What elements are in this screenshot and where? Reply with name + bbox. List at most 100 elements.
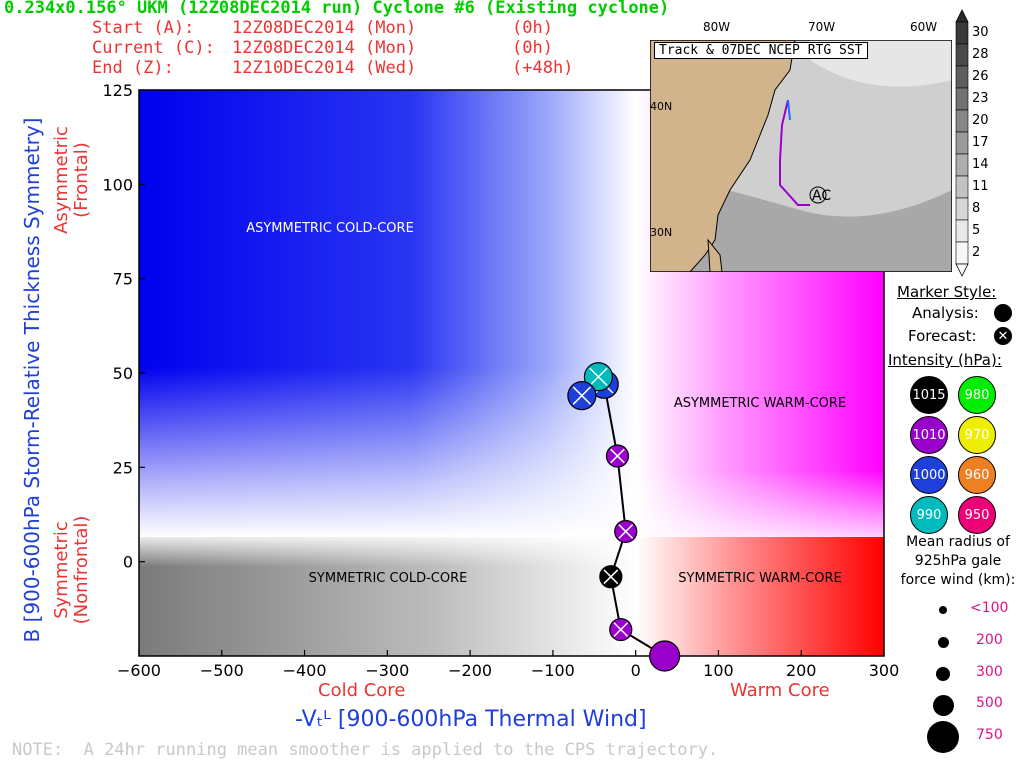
intensity-swatch-980: 980 — [958, 376, 996, 414]
track-current-label: AC — [812, 188, 831, 204]
x-tick-label: −600 — [117, 661, 161, 680]
y-tick-label: 0 — [123, 553, 133, 572]
inset-map: AC 40N 30N — [650, 40, 952, 272]
region-asymmetric-cold-fade — [139, 90, 636, 537]
y-tick-label: 25 — [113, 458, 133, 477]
forecast-point — [605, 444, 630, 468]
sst-bar-segment — [955, 65, 969, 89]
track-line-early — [787, 99, 791, 121]
sst-bar-segment — [955, 43, 969, 67]
sst-bar-segment — [955, 153, 969, 177]
intensity-swatch-970: 970 — [958, 416, 996, 454]
forecast-point — [599, 565, 623, 589]
region-symmetric-cold-fade — [139, 537, 636, 656]
sst-bar-segment — [955, 109, 969, 133]
radius-label: 300 — [976, 664, 1003, 680]
sst-bar-label: 23 — [972, 91, 989, 106]
intensity-swatch-1000: 1000 — [910, 456, 948, 494]
intensity-swatch-1015: 1015 — [910, 376, 948, 414]
intensity-swatch-1010: 1010 — [910, 416, 948, 454]
intensity-swatch-990: 990 — [910, 496, 948, 534]
land-north-america — [650, 40, 796, 272]
end-time: 12Z10DEC2014 (Wed) — [232, 58, 417, 78]
sst-bar-segment — [955, 131, 969, 155]
forecast-point — [609, 617, 633, 642]
x-tick-label: −100 — [531, 661, 575, 680]
radius-label: 500 — [976, 695, 1003, 711]
legend-marker-title: Marker Style: — [897, 283, 997, 301]
radius-marker — [939, 606, 947, 614]
radius-label: 200 — [976, 632, 1003, 648]
forecast-point — [614, 519, 638, 544]
x-tick-label: −500 — [200, 661, 244, 680]
end-label: End (Z): — [92, 58, 174, 78]
x-tick-label: 200 — [786, 661, 817, 680]
radius-label: <100 — [970, 600, 1009, 616]
sst-bar-segment — [955, 21, 969, 45]
analysis-marker-icon — [994, 304, 1012, 322]
x-tick-label: −200 — [448, 661, 492, 680]
y-tick-label: 100 — [102, 175, 133, 194]
intensity-swatch-950: 950 — [958, 496, 996, 534]
quadrant-label-asymmetric-cold: ASYMMETRIC COLD-CORE — [246, 221, 414, 236]
x-tick-label: −300 — [365, 661, 409, 680]
quadrant-label-symmetric-cold: SYMMETRIC COLD-CORE — [309, 571, 468, 586]
sst-bar-label: 8 — [972, 201, 980, 216]
legend-intensity-title: Intensity (hPa): — [888, 351, 1002, 369]
sst-bar-label: 30 — [972, 25, 989, 40]
sst-colorbar: 30 28 26 23 20 17 14 11 8 5 2 — [955, 9, 989, 277]
start-time: 12Z08DEC2014 (Mon) — [232, 18, 417, 38]
radius-label: 750 — [976, 727, 1003, 743]
florida-coast — [707, 238, 723, 272]
x-axis-warm-core-label: Warm Core — [730, 680, 830, 701]
sst-bar-bottom-cap — [955, 263, 969, 277]
y-tick-label: 75 — [113, 270, 133, 289]
current-hours: (0h) — [512, 38, 553, 58]
legend-panel: Marker Style: Analysis: Forecast: ✕ Inte… — [884, 283, 1024, 768]
sst-bar-label: 11 — [972, 179, 989, 194]
inset-lat-30n: 30N — [650, 226, 672, 239]
x-tick-label: 100 — [703, 661, 734, 680]
axis-ticks: −600 −500 −400 −300 −200 −100 0 100 200 300 0 25 50 7… — [102, 81, 899, 680]
radius-marker — [932, 694, 954, 716]
inset-lon-80w: 80W — [703, 20, 731, 34]
start-hours: (0h) — [512, 18, 553, 38]
cps-trajectory — [567, 362, 681, 672]
sst-bar-label: 28 — [972, 47, 989, 62]
x-axis-title: -Vₜᴸ [900-600hPa Thermal Wind] — [295, 707, 647, 732]
quadrant-label-symmetric-warm: SYMMETRIC WARM-CORE — [678, 571, 841, 586]
region-symmetric-warm — [636, 537, 884, 656]
forecast-point — [567, 381, 597, 411]
inset-title: Track & 07DEC NCEP RTG SST — [654, 42, 868, 59]
analysis-point — [649, 640, 681, 672]
sst-bar-segment — [955, 87, 969, 111]
track-line — [779, 99, 810, 206]
y-tick-label: 125 — [102, 81, 133, 100]
x-tick-label: 300 — [869, 661, 900, 680]
sst-bar-segment — [955, 219, 969, 243]
inset-lon-70w: 70W — [808, 20, 836, 34]
quadrant-label-asymmetric-warm: ASYMMETRIC WARM-CORE — [674, 396, 846, 411]
forecast-marker-icon: ✕ — [994, 327, 1012, 345]
legend-analysis-label: Analysis: — [912, 304, 979, 322]
sst-bar-segment — [955, 175, 969, 199]
y-tick-label: 50 — [113, 364, 133, 383]
sst-bar-label: 2 — [972, 245, 980, 260]
chart-title: 0.234x0.156° UKM (12Z08DEC2014 run) Cycl… — [4, 0, 670, 18]
radius-marker — [937, 636, 949, 648]
forecast-point — [583, 362, 614, 392]
radius-marker — [927, 721, 959, 753]
sst-bar-label: 14 — [972, 157, 989, 172]
sst-bar-segment — [955, 197, 969, 221]
track-current-marker — [809, 186, 827, 204]
track-inset: AC 40N 30N Track & 07DEC NCEP RTG SST — [650, 40, 952, 272]
inset-lon-60w: 60W — [910, 20, 938, 34]
end-hours: (+48h) — [512, 58, 574, 78]
current-time: 12Z08DEC2014 (Mon) — [232, 38, 417, 58]
radius-marker — [936, 667, 950, 681]
x-axis-cold-core-label: Cold Core — [318, 680, 406, 701]
sst-bar-label: 17 — [972, 135, 989, 150]
legend-forecast-label: Forecast: — [908, 327, 977, 345]
inset-lat-40n: 40N — [650, 100, 672, 113]
intensity-swatch-960: 960 — [958, 456, 996, 494]
